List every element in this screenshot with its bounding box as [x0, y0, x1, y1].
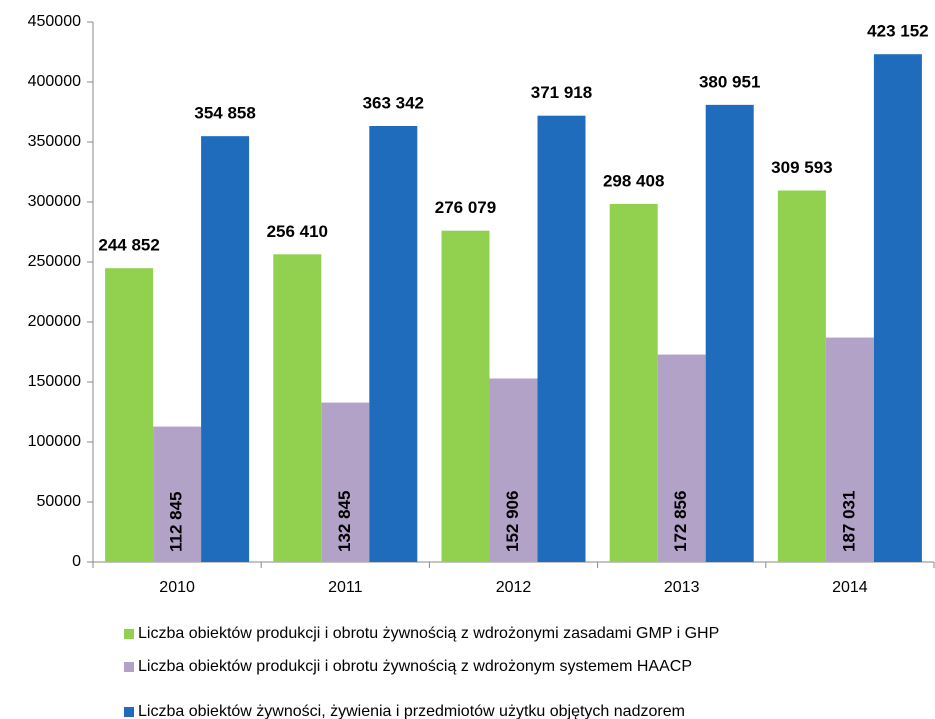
- y-tick-label: 200000: [28, 313, 81, 330]
- legend-swatch: [124, 662, 134, 672]
- bar: [777, 190, 826, 562]
- x-tick-label: 2011: [328, 579, 363, 596]
- data-label: 172 856: [671, 491, 690, 552]
- legend-label: Liczba obiektów żywności, żywienia i prz…: [138, 703, 685, 719]
- y-tick-label: 0: [72, 553, 81, 570]
- bar: [657, 354, 706, 562]
- y-tick-label: 250000: [28, 253, 81, 270]
- bar: [153, 426, 202, 562]
- legend-swatch: [124, 629, 134, 639]
- x-tick-label: 2013: [664, 579, 700, 596]
- bar: [273, 254, 322, 563]
- data-label: 309 593: [771, 158, 832, 177]
- data-label: 256 410: [267, 222, 328, 241]
- data-label: 187 031: [839, 491, 858, 552]
- x-tick-label: 2012: [496, 579, 532, 596]
- data-label: 152 906: [503, 491, 522, 552]
- bar: [105, 268, 154, 562]
- data-label: 298 408: [603, 171, 664, 190]
- data-label: 112 845: [167, 491, 186, 552]
- bar: [705, 104, 754, 563]
- x-tick-label: 2010: [159, 579, 195, 596]
- bar: [825, 337, 874, 562]
- legend-label: Liczba obiektów produkcji i obrotu żywno…: [138, 658, 692, 675]
- y-tick-label: 450000: [28, 13, 81, 30]
- bar: [873, 54, 922, 563]
- legend-swatch: [124, 707, 134, 717]
- bar: [441, 230, 490, 562]
- data-label: 423 152: [867, 22, 928, 41]
- data-label: 371 918: [531, 83, 592, 102]
- bar: [489, 378, 538, 562]
- y-tick-label: 400000: [28, 73, 81, 90]
- bar: [369, 125, 418, 563]
- data-label: 244 852: [98, 236, 159, 255]
- data-label: 363 342: [363, 93, 424, 112]
- y-tick-label: 300000: [28, 193, 81, 210]
- y-tick-label: 350000: [28, 133, 81, 150]
- x-tick-label: 2014: [832, 579, 868, 596]
- data-label: 276 079: [435, 198, 496, 217]
- y-tick-label: 150000: [28, 373, 81, 390]
- y-tick-label: 50000: [37, 493, 82, 510]
- data-label: 380 951: [699, 72, 760, 91]
- data-label: 354 858: [194, 104, 255, 123]
- bar: [609, 203, 658, 562]
- bar: [201, 136, 250, 562]
- y-tick-label: 100000: [28, 433, 81, 450]
- bar: [537, 115, 586, 563]
- bar: [321, 402, 370, 562]
- data-label: 132 845: [335, 491, 354, 552]
- legend-label: Liczba obiektów produkcji i obrotu żywno…: [138, 625, 719, 642]
